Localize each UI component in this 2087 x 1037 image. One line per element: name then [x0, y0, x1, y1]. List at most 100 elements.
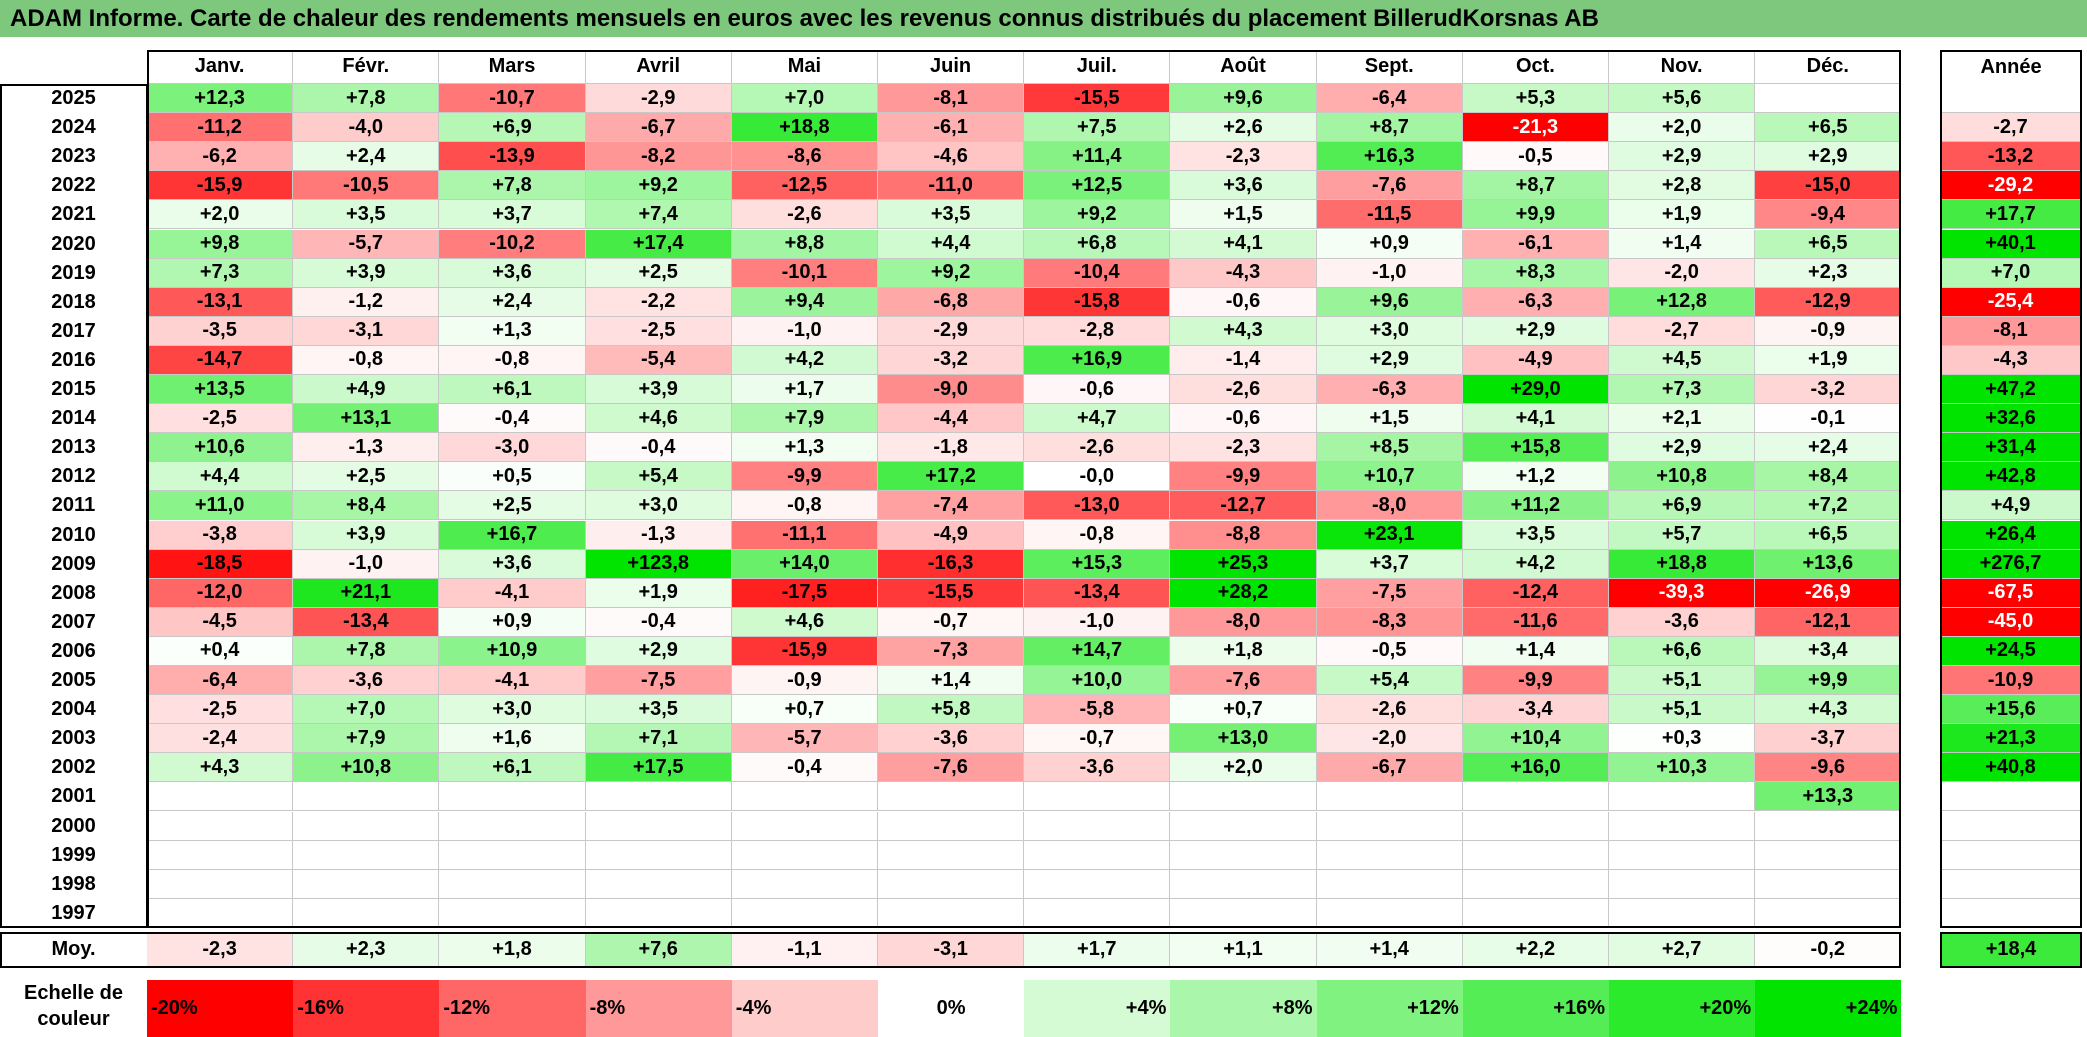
heatmap-cell: +1,2 — [1462, 462, 1609, 492]
row-year-label: 2018 — [0, 287, 147, 317]
heatmap-cell: -12,5 — [731, 171, 878, 201]
heatmap-cell: -13,4 — [1024, 578, 1171, 608]
heatmap-cell: +4,3 — [1170, 316, 1317, 346]
heatmap-cell: +4,3 — [1755, 695, 1902, 725]
heatmap-cell: +4,1 — [1170, 229, 1317, 259]
heatmap-cell: -2,3 — [1170, 142, 1317, 172]
column-header: Mars — [439, 50, 586, 84]
heatmap-cell — [878, 898, 1025, 928]
heatmap-cell: -10,2 — [439, 229, 586, 259]
average-cell: -2,3 — [147, 931, 294, 968]
heatmap-cell: +10,8 — [293, 753, 440, 783]
color-scale-stop: -12% — [439, 980, 586, 1037]
heatmap-cell: +3,7 — [1316, 549, 1463, 579]
annual-cell — [1940, 782, 2082, 812]
heatmap-cell — [1316, 811, 1463, 841]
average-cell: +1,1 — [1170, 931, 1317, 968]
heatmap-cell: +16,9 — [1024, 345, 1171, 375]
heatmap-cell: -9,0 — [878, 375, 1025, 405]
heatmap-cell: +6,8 — [1024, 229, 1171, 259]
row-year-label: 2020 — [0, 229, 147, 259]
heatmap-cell — [1024, 782, 1171, 812]
heatmap-cell: +9,9 — [1462, 200, 1609, 230]
heatmap-cell: -9,6 — [1755, 753, 1902, 783]
heatmap-cell: -2,9 — [878, 316, 1025, 346]
heatmap-cell: -0,8 — [293, 345, 440, 375]
row-year-label: 2000 — [0, 811, 147, 841]
heatmap-cell: -0,9 — [731, 666, 878, 696]
heatmap-cell: -1,0 — [293, 549, 440, 579]
heatmap-cell — [1170, 898, 1317, 928]
heatmap-cell: +8,5 — [1316, 433, 1463, 463]
color-scale-stop: -16% — [293, 980, 440, 1037]
heatmap-cell: -15,5 — [878, 578, 1025, 608]
heatmap-cell: +0,4 — [147, 636, 294, 666]
heatmap-cell: +0,3 — [1609, 724, 1756, 754]
row-year-label: 2012 — [0, 462, 147, 492]
heatmap-cell — [731, 782, 878, 812]
heatmap-cell: +14,7 — [1024, 636, 1171, 666]
heatmap-cell — [147, 811, 294, 841]
row-year-label: 2016 — [0, 345, 147, 375]
heatmap-cell: -12,1 — [1755, 607, 1902, 637]
heatmap-cell: -2,0 — [1316, 724, 1463, 754]
heatmap-cell: -6,2 — [147, 142, 294, 172]
heatmap-cell: -15,9 — [731, 636, 878, 666]
heatmap-cell: -1,3 — [585, 520, 732, 550]
heatmap-cell: +3,4 — [1755, 636, 1902, 666]
heatmap-cell: -10,4 — [1024, 258, 1171, 288]
column-header: Déc. — [1755, 50, 1902, 84]
heatmap-cell: -10,7 — [439, 84, 586, 114]
heatmap-cell: +2,1 — [1609, 404, 1756, 434]
heatmap-cell — [439, 840, 586, 870]
heatmap-cell: +1,9 — [585, 578, 732, 608]
heatmap-cell — [293, 840, 440, 870]
heatmap-cell: +2,5 — [439, 491, 586, 521]
heatmap-cell: +6,9 — [439, 113, 586, 143]
heatmap-cell: +1,6 — [439, 724, 586, 754]
heatmap-cell — [878, 782, 1025, 812]
heatmap-cell: +3,0 — [585, 491, 732, 521]
heatmap-cell: +1,7 — [731, 375, 878, 405]
average-cell: +1,8 — [439, 931, 586, 968]
heatmap-cell: -0,0 — [1024, 462, 1171, 492]
heatmap-cell — [439, 898, 586, 928]
heatmap-cell: -2,2 — [585, 287, 732, 317]
heatmap-cell: -0,4 — [585, 607, 732, 637]
heatmap-cell — [439, 782, 586, 812]
heatmap-cell: +2,4 — [439, 287, 586, 317]
heatmap-cell: +2,4 — [1755, 433, 1902, 463]
heatmap-cell: +1,4 — [1462, 636, 1609, 666]
heatmap-cell: +9,9 — [1755, 666, 1902, 696]
heatmap-cell: +29,0 — [1462, 375, 1609, 405]
heatmap-cell: +16,0 — [1462, 753, 1609, 783]
heatmap-cell: -7,3 — [878, 636, 1025, 666]
row-year-label: 2014 — [0, 404, 147, 434]
heatmap-cell: +14,0 — [731, 549, 878, 579]
row-year-label: 2021 — [0, 200, 147, 230]
heatmap-cell: +2,4 — [293, 142, 440, 172]
heatmap-cell: +17,4 — [585, 229, 732, 259]
heatmap-cell: -14,7 — [147, 345, 294, 375]
heatmap-cell: -2,5 — [147, 404, 294, 434]
heatmap-cell — [585, 811, 732, 841]
heatmap-cell: -6,8 — [878, 287, 1025, 317]
annual-cell: -2,7 — [1940, 113, 2082, 143]
heatmap-cell: +8,8 — [731, 229, 878, 259]
heatmap-cell: +5,6 — [1609, 84, 1756, 114]
heatmap-cell: +10,7 — [1316, 462, 1463, 492]
row-year-label: 2013 — [0, 433, 147, 463]
average-annual-cell: +18,4 — [1940, 931, 2082, 968]
heatmap-cell — [1755, 898, 1902, 928]
row-year-label: 2024 — [0, 113, 147, 143]
column-header: Juin — [878, 50, 1025, 84]
color-scale-label: Echelle de couleur — [24, 982, 123, 1030]
heatmap-cell: -1,2 — [293, 287, 440, 317]
heatmap-cell: -3,5 — [147, 316, 294, 346]
heatmap-cell: -5,7 — [293, 229, 440, 259]
heatmap-cell: -1,8 — [878, 433, 1025, 463]
heatmap-cell: +2,9 — [1462, 316, 1609, 346]
annual-cell: -25,4 — [1940, 287, 2082, 317]
row-year-label: 2009 — [0, 549, 147, 579]
heatmap-cell: +7,4 — [585, 200, 732, 230]
